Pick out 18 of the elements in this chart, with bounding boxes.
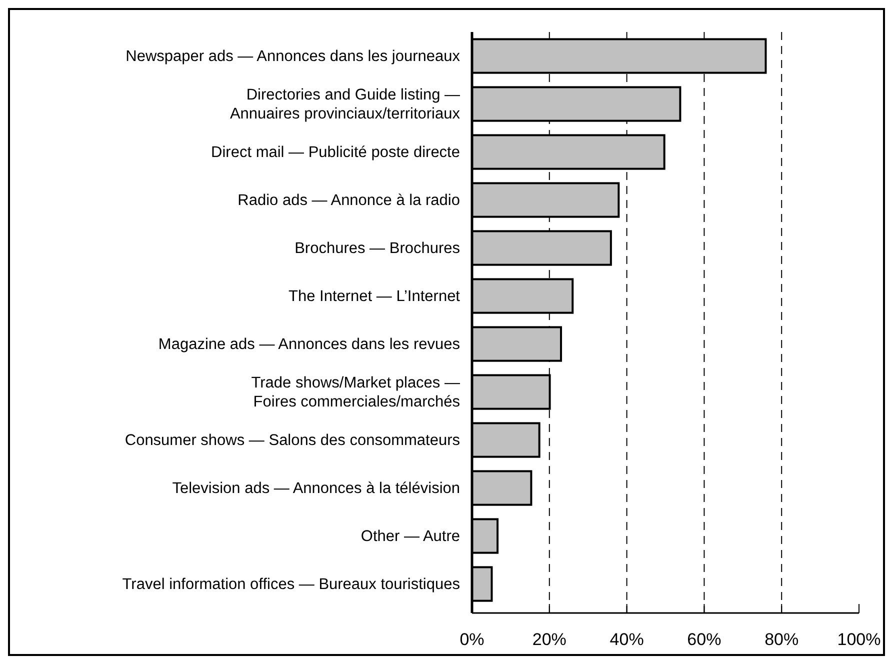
x-tick-label: 40% [610, 630, 644, 649]
x-tick-label: 80% [764, 630, 799, 649]
y-tick-label: Consumer shows — Salons des consommateurs [124, 432, 460, 449]
x-tick-label: 100% [837, 630, 881, 649]
x-tick-label: 60% [687, 630, 722, 649]
y-tick-label: Other — Autre [360, 528, 460, 545]
x-tick-label: 20% [532, 630, 566, 649]
y-tick-label: Radio ads — Annonce à la radio [238, 192, 460, 209]
y-tick-label: Directories and Guide listing — Annuaires provinciaux/territoriaux [230, 86, 460, 122]
y-tick-label: The Internet — L’Internet [288, 288, 461, 305]
y-tick-label: Direct mail — Publicité poste directe [211, 144, 460, 161]
y-tick-label: Trade shows/Market places — Foires commerciales/marchés [251, 374, 460, 410]
y-tick-label: Brochures — Brochures [294, 240, 460, 257]
y-tick-label: Magazine ads — Annonces dans les revues [158, 336, 460, 353]
y-tick-label: Television ads — Annonces à la télévision [172, 480, 460, 497]
y-tick-label: Travel information offices — Bureaux touristiques [122, 576, 460, 593]
y-tick-label: Newspaper ads — Annonces dans les journeaux [126, 48, 460, 65]
x-tick-label: 0% [460, 630, 484, 649]
